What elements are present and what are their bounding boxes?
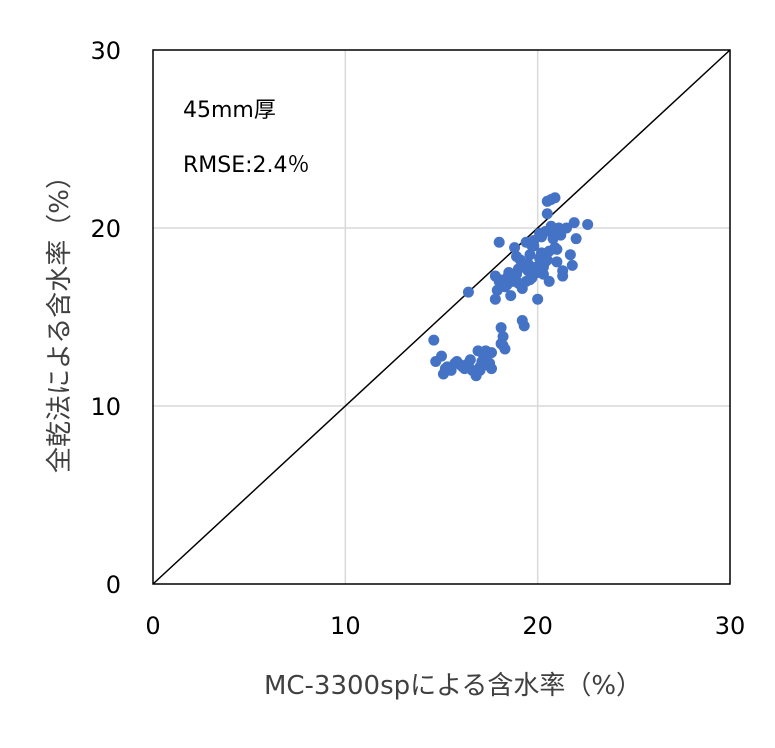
- data-point: [532, 267, 544, 278]
- data-point: [524, 249, 536, 261]
- y-tick-label: 30: [90, 37, 121, 65]
- y-axis-title: 全乾法による含水率（%）: [45, 163, 75, 473]
- data-point: [439, 363, 451, 375]
- x-tick-label: 20: [522, 612, 553, 640]
- data-point: [566, 259, 578, 271]
- data-point: [551, 256, 563, 268]
- x-tick-label: 0: [145, 612, 160, 640]
- data-point: [486, 363, 498, 375]
- data-point: [462, 286, 474, 298]
- y-axis-ticks: 0 10 20 30: [90, 37, 121, 599]
- data-point: [518, 320, 530, 332]
- data-point: [480, 352, 492, 364]
- plot-area-frame: [152, 49, 731, 585]
- data-point: [505, 290, 517, 302]
- data-point: [526, 240, 538, 252]
- data-point: [474, 364, 486, 376]
- data-point: [449, 357, 461, 369]
- rmse-annotation: RMSE:2.4％: [183, 153, 310, 178]
- data-point: [495, 322, 507, 334]
- data-point: [436, 350, 447, 362]
- grid-lines: [153, 50, 730, 584]
- data-point: [568, 217, 580, 229]
- data-point: [428, 334, 440, 346]
- data-point: [561, 222, 573, 234]
- data-points: [428, 192, 594, 382]
- data-point: [534, 227, 546, 239]
- data-point: [497, 339, 509, 351]
- x-tick-label: 10: [330, 612, 361, 640]
- data-point: [499, 281, 511, 293]
- data-point: [541, 208, 553, 220]
- data-point: [545, 194, 557, 206]
- data-point: [509, 242, 521, 254]
- y-tick-label: 0: [106, 571, 121, 599]
- diagonal-reference-line: [152, 49, 731, 585]
- data-point: [543, 275, 555, 287]
- data-point: [511, 250, 523, 262]
- x-axis-title: MC-3300spによる含水率（%）: [264, 671, 642, 701]
- y-tick-label: 20: [90, 215, 121, 243]
- data-point: [512, 263, 524, 275]
- data-point: [570, 233, 582, 245]
- x-axis-ticks: 0 10 20 30: [145, 612, 745, 640]
- data-point: [532, 293, 544, 305]
- data-point: [539, 256, 551, 268]
- data-point: [547, 224, 559, 236]
- y-tick-label: 10: [90, 393, 121, 421]
- data-point: [489, 293, 501, 305]
- data-point: [582, 218, 594, 230]
- data-point: [549, 242, 561, 254]
- data-point: [564, 249, 576, 261]
- x-tick-label: 30: [715, 612, 746, 640]
- data-point: [493, 236, 505, 248]
- thickness-annotation: 45mm厚: [183, 98, 276, 123]
- data-point: [464, 354, 476, 366]
- data-point: [524, 274, 536, 286]
- data-point: [505, 268, 517, 280]
- data-point: [557, 265, 569, 277]
